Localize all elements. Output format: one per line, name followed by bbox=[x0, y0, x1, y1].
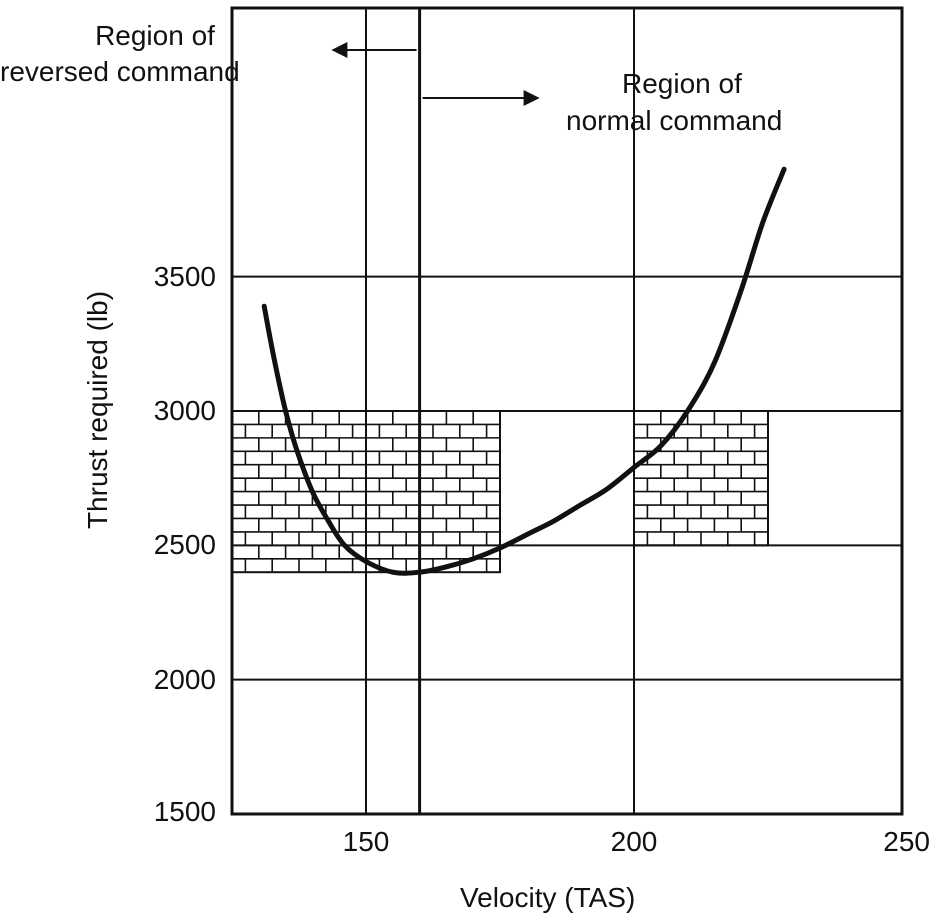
reversed-command-annotation-line1: Region of bbox=[95, 20, 215, 51]
hatched-region-1 bbox=[633, 410, 769, 547]
y-tick-label: 2500 bbox=[153, 529, 216, 561]
normal-command-annotation-line1: Region of bbox=[622, 68, 742, 99]
normal-command-annotation-line2: normal command bbox=[566, 105, 783, 136]
x-axis-label: Velocity (TAS) bbox=[460, 882, 636, 913]
thrust-required-curve bbox=[261, 166, 787, 576]
y-axis-label: Thrust required (lb) bbox=[82, 290, 113, 530]
reversed-command-annotation-line2: reversed command bbox=[0, 56, 240, 87]
x-tick-label: 250 bbox=[883, 826, 930, 857]
y-tick-label: 2000 bbox=[153, 663, 216, 695]
y-tick-label: 3000 bbox=[153, 395, 216, 426]
plot-frame bbox=[230, 6, 904, 816]
y-tick-label: 3500 bbox=[153, 260, 216, 292]
x-tick-label: 150 bbox=[342, 826, 390, 857]
y-tick-label: 1500 bbox=[153, 796, 216, 827]
x-tick-label: 200 bbox=[610, 826, 658, 857]
